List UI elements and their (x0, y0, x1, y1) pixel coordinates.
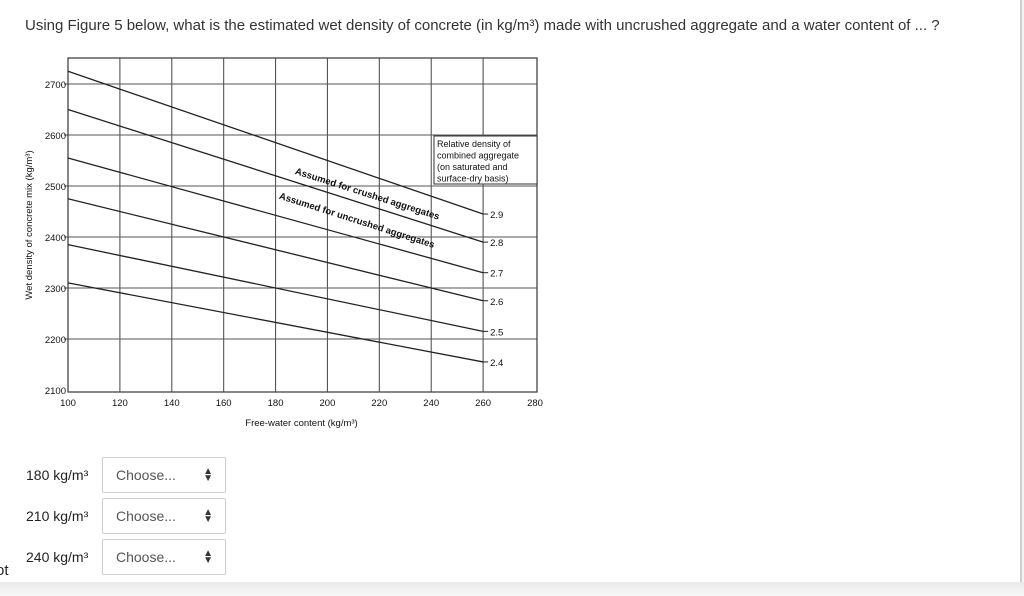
y-axis-title: Wet density of concrete mix (kg/m³) (24, 150, 35, 299)
series-line (67, 282, 484, 363)
select-value: Choose... (116, 467, 176, 483)
chart-labels: 2.9 2.8 2.7 2.6 2.5 2.4 Relative density of com… (278, 135, 538, 369)
answer-row-2: 210 kg/m³ Choose... ▲ ▼ (26, 497, 226, 535)
y-tick-label: 2500 (45, 182, 66, 193)
series-label: 2.8 (490, 238, 503, 249)
x-tick-label: 140 (164, 398, 180, 409)
y-tick-label: 2300 (45, 284, 66, 295)
row-label: 240 kg/m³ (26, 549, 89, 565)
select-value: Choose... (116, 549, 176, 565)
x-tick-label: 200 (320, 398, 336, 409)
series-label: 2.7 (490, 269, 503, 280)
select-arrows-icon: ▲ ▼ (203, 548, 213, 566)
annotation-uncrushed: Assumed for uncrushed aggregates (278, 191, 436, 251)
series-label: 2.6 (490, 297, 503, 308)
chart-axes: 100 120 140 160 180 200 220 240 260 280 2100 2200 23… (24, 57, 543, 429)
legend-line: Relative density of (437, 139, 511, 149)
legend-box (433, 135, 538, 185)
y-tick-label: 2700 (45, 80, 66, 91)
x-tick-label: 240 (423, 398, 439, 409)
plot-frame (67, 57, 538, 393)
y-tick-label: 2200 (45, 335, 66, 346)
row-label: 180 kg/m³ (26, 467, 89, 483)
bottom-bar (0, 582, 1024, 596)
select-value: Choose... (116, 508, 176, 524)
series-line (67, 108, 484, 243)
x-axis-title: Free-water content (kg/m³) (245, 418, 357, 429)
chart-grid (64, 58, 537, 392)
x-tick-label: 100 (60, 398, 76, 409)
series-line (67, 157, 484, 274)
x-tick-label: 160 (216, 398, 232, 409)
answer-select[interactable]: Choose... ▲ ▼ (102, 457, 226, 493)
x-tick-label: 280 (527, 398, 543, 409)
series-line (67, 70, 484, 215)
legend-line: (on saturated and (437, 162, 508, 172)
answer-row-3: 240 kg/m³ Choose... ▲ ▼ (26, 538, 226, 576)
y-tick-label: 2100 (45, 386, 66, 397)
series-line (67, 198, 484, 302)
answer-select[interactable]: Choose... ▲ ▼ (102, 498, 226, 534)
y-tick-label: 2400 (45, 233, 66, 244)
x-tick-label: 120 (112, 398, 128, 409)
figure-5-chart: 100 120 140 160 180 200 220 240 260 280 2100 2200 23… (24, 57, 543, 429)
y-tick-label: 2600 (45, 131, 66, 142)
edge-text: ot (0, 562, 9, 579)
select-arrows-icon: ▲ ▼ (203, 466, 213, 484)
row-label: 210 kg/m³ (26, 508, 89, 524)
answer-row-1: 180 kg/m³ Choose... ▲ ▼ (26, 456, 226, 494)
chart-series (67, 70, 489, 363)
select-arrows-icon: ▲ ▼ (203, 507, 213, 525)
series-label: 2.9 (490, 210, 503, 221)
series-label: 2.4 (490, 358, 503, 369)
x-tick-label: 260 (475, 398, 491, 409)
x-tick-label: 220 (371, 398, 387, 409)
question-text: Using Figure 5 below, what is the estima… (25, 17, 940, 34)
legend-line: surface-dry basis) (437, 174, 509, 184)
x-tick-label: 180 (268, 398, 284, 409)
series-line (67, 244, 484, 332)
legend-line: combined aggregate (437, 151, 519, 161)
series-label: 2.5 (490, 327, 503, 338)
answer-select[interactable]: Choose... ▲ ▼ (102, 539, 226, 575)
